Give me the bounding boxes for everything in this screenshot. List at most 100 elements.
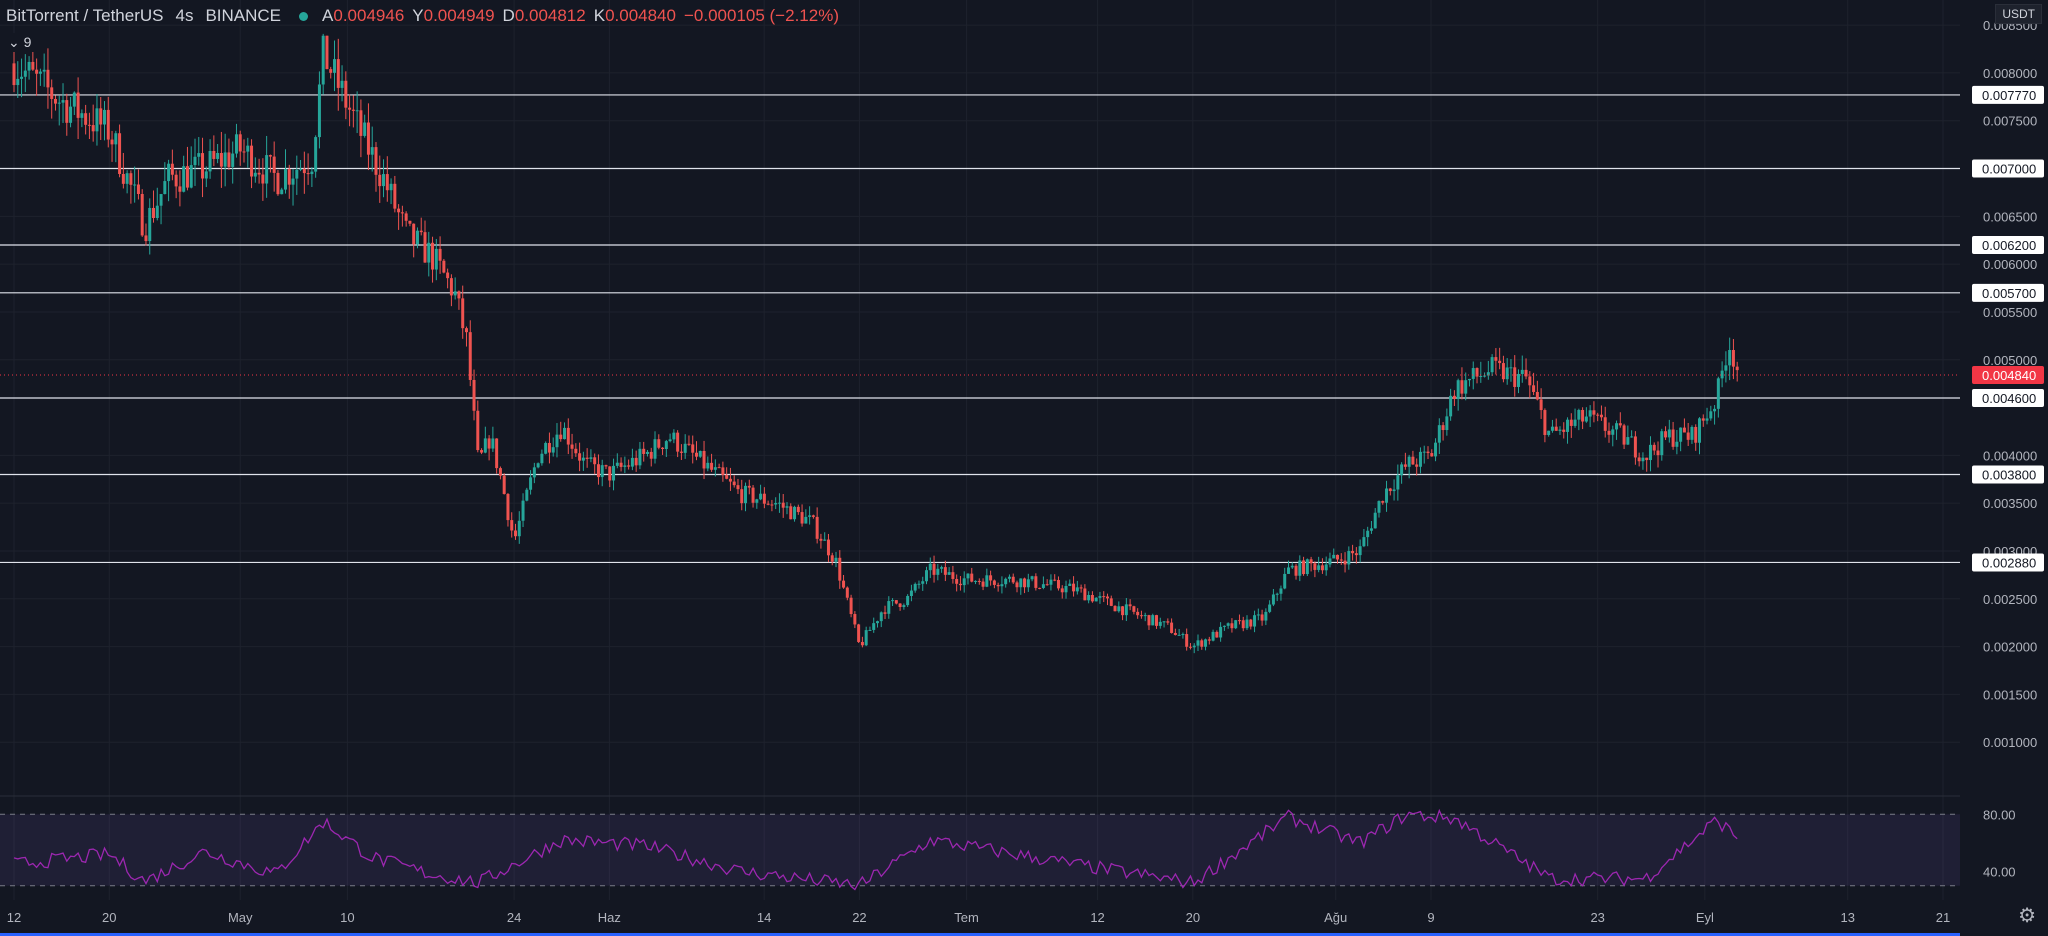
candle-body (1369, 528, 1373, 531)
level-label: 0.002880 (1982, 555, 2036, 570)
candle-body (1083, 588, 1087, 601)
time-axis-tick: 14 (757, 910, 771, 925)
interval-label[interactable]: 4s (175, 6, 194, 25)
candle-body (604, 465, 608, 467)
candle-body (72, 92, 76, 107)
candle-body (596, 464, 600, 478)
symbol-name[interactable]: BitTorrent / TetherUS (6, 6, 164, 25)
candle-body (1392, 489, 1396, 492)
candle-body (653, 439, 657, 459)
candle-body (1294, 565, 1298, 576)
candle-body (540, 453, 544, 464)
candle-body (208, 150, 212, 172)
candle-body (1452, 395, 1456, 399)
candle-body (283, 169, 287, 190)
candle-body (385, 174, 389, 191)
price-axis-tick: 0.005500 (1983, 305, 2037, 320)
candle-body (789, 506, 793, 520)
candle-body (1622, 425, 1626, 445)
candle-body (1264, 611, 1268, 621)
candle-body (1305, 559, 1309, 575)
candle-body (193, 156, 197, 166)
candle-body (76, 92, 80, 118)
candle-body (1697, 418, 1701, 443)
candles-group (12, 33, 1739, 654)
candle-body (1249, 619, 1253, 627)
candle-body (1562, 429, 1566, 432)
candle-body (691, 444, 695, 453)
candle-body (1339, 559, 1343, 561)
candle-body (857, 624, 861, 642)
level-label-box (1972, 236, 2044, 255)
candle-body (219, 152, 223, 167)
time-axis-tick: May (228, 910, 253, 925)
candle-body (1709, 411, 1713, 419)
candle-body (155, 205, 159, 218)
candle-body (1569, 419, 1573, 426)
candle-body (958, 583, 962, 586)
candle-body (140, 194, 144, 236)
candle-body (989, 575, 993, 581)
candle-body (774, 502, 778, 505)
candle-body (498, 468, 502, 476)
candle-body (23, 70, 27, 77)
rsi-axis-tick: 80.00 (1983, 807, 2016, 822)
candle-body (333, 59, 337, 73)
candle-body (770, 504, 774, 506)
candle-body (321, 35, 325, 85)
candle-body (35, 69, 39, 74)
close-value: 0.004840 (605, 6, 676, 25)
candle-body (845, 587, 849, 598)
candle-body (1362, 537, 1366, 547)
candle-body (936, 568, 940, 575)
candle-body (1596, 414, 1600, 416)
candle-body (1094, 597, 1098, 602)
candle-body (842, 580, 846, 588)
candle-body (853, 614, 857, 625)
open-label: A (322, 6, 334, 25)
candle-body (250, 145, 254, 177)
candle-body (1566, 419, 1570, 432)
candle-body (370, 147, 374, 155)
candle-body (514, 530, 518, 537)
candle-body (1656, 450, 1660, 456)
candle-body (766, 503, 770, 505)
candle-body (1336, 554, 1340, 560)
time-axis-tick: 22 (852, 910, 866, 925)
price-axis-tick: 0.006500 (1983, 209, 2037, 224)
candle-body (1671, 429, 1675, 447)
candle-body (1434, 442, 1438, 457)
candle-body (838, 557, 842, 581)
candle-body (521, 500, 525, 521)
price-axis-currency[interactable]: USDT (1995, 4, 2042, 24)
candle-body (1437, 425, 1441, 443)
candle-body (12, 63, 16, 86)
candle-body (374, 147, 378, 175)
gear-icon[interactable]: ⚙ (2018, 905, 2036, 927)
price-axis-tick: 0.004000 (1983, 448, 2037, 463)
candle-body (389, 183, 393, 191)
candle-body (1577, 410, 1581, 420)
candle-body (800, 512, 804, 524)
candle-body (306, 173, 310, 175)
candle-body (1720, 370, 1724, 379)
candle-body (487, 438, 491, 449)
candle-body (453, 291, 457, 296)
candle-body (1603, 417, 1607, 431)
candle-body (1155, 615, 1159, 626)
candle-body (1501, 363, 1505, 380)
candle-body (1618, 423, 1622, 426)
candle-body (1060, 588, 1064, 593)
candle-body (102, 109, 106, 125)
candle-body (182, 166, 186, 192)
candle-body (461, 298, 465, 329)
candle-body (1090, 594, 1094, 602)
candle-body (955, 578, 959, 584)
indicator-toggle-button[interactable]: ⌄ 9 (4, 33, 36, 52)
candle-body (593, 457, 597, 465)
candle-body (106, 109, 110, 140)
bottom-accent-line (0, 933, 1960, 936)
candle-body (1113, 605, 1117, 612)
candle-body (1064, 585, 1068, 593)
